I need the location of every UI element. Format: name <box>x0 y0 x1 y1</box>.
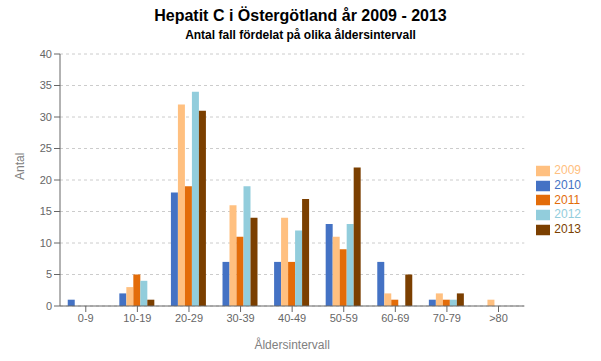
svg-text:35: 35 <box>40 79 52 91</box>
svg-text:40: 40 <box>40 48 52 60</box>
svg-text:Åldersintervall: Åldersintervall <box>254 337 329 352</box>
svg-text:0: 0 <box>46 300 52 312</box>
html-text:Antal fall fördelat på olika å: Antal fall fördelat på olika åldersinter… <box>185 28 416 42</box>
html-text:2011: 2011 <box>554 192 581 207</box>
html-text:Hepatit C i Östergötland år 20: Hepatit C i Östergötland år 2009 - 2013 <box>154 7 447 24</box>
html-text:2009: 2009 <box>554 162 581 177</box>
svg-text:60-69: 60-69 <box>381 312 409 324</box>
svg-text:30-39: 30-39 <box>226 312 254 324</box>
svg-text:40-49: 40-49 <box>278 312 306 324</box>
svg-text:5: 5 <box>46 268 52 280</box>
html-text:2012: 2012 <box>554 207 581 222</box>
svg-text:20-29: 20-29 <box>175 312 203 324</box>
html-text:2010: 2010 <box>554 177 581 192</box>
svg-text:0-9: 0-9 <box>78 312 94 324</box>
svg-text:50-59: 50-59 <box>330 312 358 324</box>
svg-text:70-79: 70-79 <box>433 312 461 324</box>
svg-text:25: 25 <box>40 142 52 154</box>
html-text:2013: 2013 <box>554 222 581 237</box>
svg-text:20: 20 <box>40 174 52 186</box>
svg-text:10: 10 <box>40 237 52 249</box>
svg-text:10-19: 10-19 <box>123 312 151 324</box>
svg-text:>80: >80 <box>489 312 508 324</box>
svg-text:30: 30 <box>40 111 52 123</box>
svg-text:Antal: Antal <box>13 153 27 180</box>
svg-text:15: 15 <box>40 205 52 217</box>
